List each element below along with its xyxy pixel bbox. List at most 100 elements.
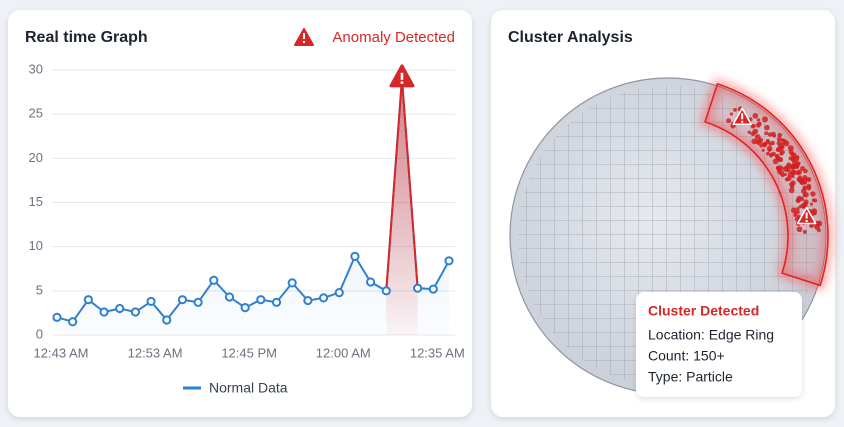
point xyxy=(413,283,423,293)
graph-title: Real time Graph xyxy=(25,29,148,46)
defect-dot xyxy=(793,213,798,218)
point xyxy=(334,288,344,298)
defect-dot xyxy=(788,149,794,155)
x-tick-label: 12:35 AM xyxy=(410,345,465,360)
defect-dot xyxy=(783,140,790,147)
point xyxy=(256,295,266,305)
edge-ring xyxy=(700,78,832,291)
anomaly-icon-dot xyxy=(400,81,404,84)
point xyxy=(115,303,125,314)
defect-dot xyxy=(791,169,798,176)
defect-dot xyxy=(795,161,801,167)
ring-warning-dot xyxy=(741,120,744,123)
defect-dot xyxy=(806,177,812,183)
defect-dot xyxy=(802,193,807,198)
defect-dot xyxy=(747,130,751,135)
ring-warning-bang xyxy=(805,212,808,219)
defect-dot xyxy=(795,198,801,203)
point xyxy=(240,303,250,313)
defect-dot xyxy=(789,182,794,187)
anomaly-icon-bang xyxy=(400,72,404,80)
anomaly-area xyxy=(386,78,418,335)
callout-line: Count: 150+ xyxy=(648,348,725,364)
defect-dot xyxy=(776,136,782,142)
defect-dot xyxy=(729,112,734,116)
defect-dot xyxy=(798,205,802,209)
y-tick-label: 0 xyxy=(36,326,43,341)
x-tick-label: 12:53 AM xyxy=(128,345,183,360)
defect-dot xyxy=(761,148,765,152)
point xyxy=(318,293,329,303)
defect-dot xyxy=(766,151,770,156)
defect-dot xyxy=(777,132,783,138)
defect-dot xyxy=(788,187,795,194)
defect-dot xyxy=(803,168,808,174)
area xyxy=(57,78,449,335)
defect-dot xyxy=(782,166,789,172)
defect-dot xyxy=(814,220,820,227)
defect-dot xyxy=(796,176,802,182)
defect-dot xyxy=(762,142,768,148)
point xyxy=(271,297,282,307)
anomaly-marker xyxy=(389,64,415,88)
legend-label: Normal Data xyxy=(209,380,288,396)
defect-dot xyxy=(755,139,760,145)
defect-dot xyxy=(796,226,803,233)
point xyxy=(52,312,62,322)
callout-line: Type: Particle xyxy=(648,369,733,385)
x-tick-label: 12:45 PM xyxy=(221,345,277,360)
callout-title: Cluster Detected xyxy=(648,303,759,319)
ring-warning-bang xyxy=(741,113,744,120)
point xyxy=(162,315,172,325)
defect-dot xyxy=(793,156,800,162)
ring-warning-dot xyxy=(805,220,808,223)
anomaly-label: Anomaly Detected xyxy=(332,29,455,46)
defect-dot xyxy=(791,174,795,178)
defect-dot xyxy=(801,178,808,184)
point xyxy=(177,295,188,305)
defect-dot xyxy=(726,118,732,124)
y-tick-label: 15 xyxy=(29,194,43,209)
defect-dot xyxy=(752,128,759,135)
y-tick-label: 25 xyxy=(29,106,43,121)
defect-dot xyxy=(783,172,787,177)
point xyxy=(130,307,140,317)
point xyxy=(381,286,391,296)
ring-band xyxy=(704,83,829,287)
defect-dot xyxy=(775,165,780,170)
defect-dot xyxy=(810,191,816,197)
point xyxy=(303,295,313,306)
defect-dot xyxy=(733,107,737,112)
y-tick-label: 30 xyxy=(29,61,43,76)
x-tick-label: 12:00 AM xyxy=(316,345,371,360)
defect-dot xyxy=(816,228,821,233)
defect-dot xyxy=(757,121,762,127)
point xyxy=(444,256,454,266)
defect-dot xyxy=(765,138,771,144)
defect-dot xyxy=(809,202,814,206)
defect-dot xyxy=(787,145,794,152)
defect-dot xyxy=(764,131,769,136)
defect-dot xyxy=(756,118,761,122)
point xyxy=(428,284,438,294)
defect-dot xyxy=(768,142,773,146)
point xyxy=(350,251,360,261)
defect-dot xyxy=(802,186,807,191)
y-tick-label: 5 xyxy=(36,282,43,297)
cluster-title: Cluster Analysis xyxy=(508,29,633,46)
point xyxy=(146,296,156,307)
defect-dot xyxy=(770,131,776,137)
defect-dot xyxy=(764,124,770,131)
point xyxy=(83,295,93,305)
defect-dot xyxy=(752,112,759,119)
defect-dot xyxy=(750,124,756,129)
defect-dot xyxy=(769,152,774,157)
defect-dot xyxy=(803,201,808,206)
point xyxy=(193,297,203,307)
point xyxy=(287,278,297,288)
defect-dot xyxy=(813,198,818,203)
defect-dot xyxy=(761,116,768,123)
defect-dot xyxy=(796,207,800,211)
